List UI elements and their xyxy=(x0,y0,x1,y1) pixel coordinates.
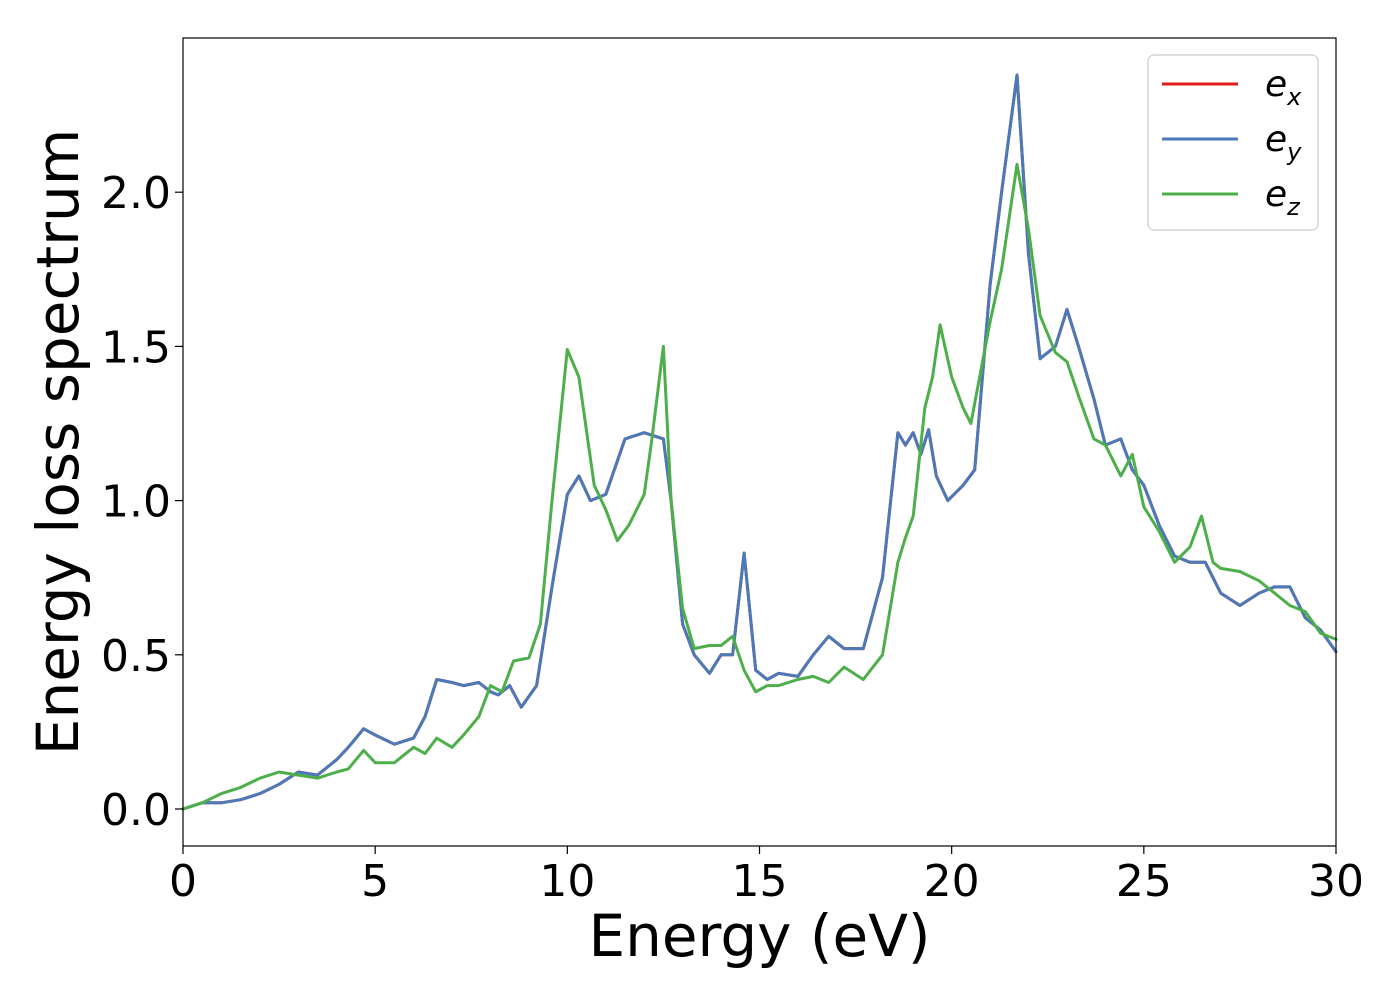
y-tick-label: 0.5 xyxy=(101,631,171,682)
legend-label-ez: ez xyxy=(1265,174,1301,221)
x-tick-label: 25 xyxy=(1116,856,1172,907)
x-tick-label: 20 xyxy=(924,856,980,907)
x-axis-ticks: 0 5 10 15 20 25 30 xyxy=(169,846,1364,907)
series-layer xyxy=(181,73,1338,811)
y-tick-label: 0.0 xyxy=(101,785,171,836)
x-tick-label: 5 xyxy=(361,856,389,907)
x-tick-label: 15 xyxy=(732,856,788,907)
x-tick-label: 0 xyxy=(169,856,197,907)
legend-label-ex: ex xyxy=(1265,64,1302,111)
legend: ex ey ez xyxy=(1147,54,1319,231)
x-tick-label: 30 xyxy=(1308,856,1364,907)
legend-label-ey: ey xyxy=(1265,119,1302,166)
y-axis-ticks: 0.0 0.5 1.0 1.5 2.0 xyxy=(101,168,183,836)
x-axis-title: Energy (eV) xyxy=(588,902,930,970)
legend-frame xyxy=(1147,54,1319,231)
y-axis-title: Energy loss spectrum xyxy=(24,129,92,755)
x-tick-label: 10 xyxy=(539,856,595,907)
series-line-ey xyxy=(181,73,1338,811)
series-line-ez xyxy=(181,162,1338,811)
y-tick-label: 1.0 xyxy=(101,477,171,528)
y-tick-label: 2.0 xyxy=(101,168,171,219)
y-tick-label: 1.5 xyxy=(101,322,171,373)
